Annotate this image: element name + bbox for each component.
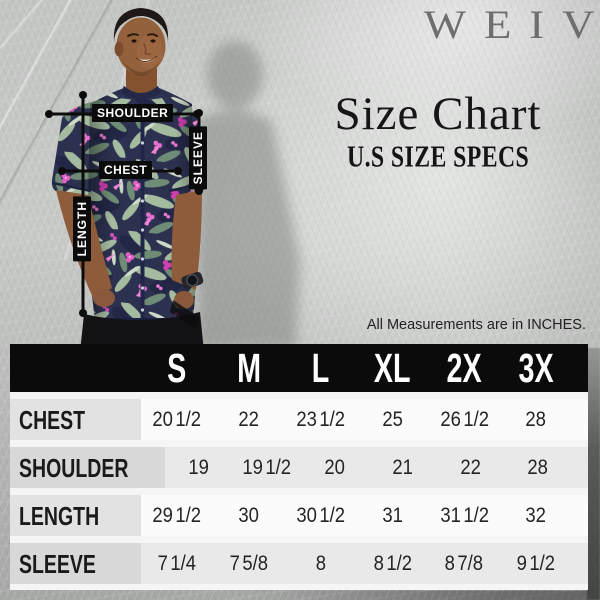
size-column-header-l: L — [285, 344, 357, 391]
table-cell: 21 — [368, 447, 436, 488]
wrist-watch — [181, 271, 204, 289]
table-row-length: LENGTH 29 1/2 30 30 1/2 31 31 1/2 32 — [10, 495, 588, 536]
table-cell: 26 1/2 — [428, 399, 500, 440]
right-edge-shadow — [587, 348, 600, 600]
page-subtitle: U.S SIZE SPECS — [292, 140, 584, 174]
table-cell: 8 7/8 — [428, 543, 500, 584]
cell-value: 22 — [459, 456, 481, 479]
size-table-header: S M L XL 2X 3X — [10, 344, 588, 392]
size-2x: 2X — [446, 344, 482, 391]
row-label-text: SHOULDER — [19, 452, 129, 483]
table-cell: 28 — [500, 399, 572, 440]
length-measure-tag: LENGTH — [73, 196, 91, 262]
table-cell: 23 1/2 — [285, 399, 357, 440]
table-cell: 22 — [213, 399, 285, 440]
cell-value: 7 5/8 — [229, 552, 268, 575]
cell-value: 28 — [527, 456, 549, 479]
size-table: S M L XL 2X 3X CHEST 20 1/2 22 23 1/2 25… — [10, 344, 588, 590]
table-cell: 20 1/2 — [141, 399, 213, 440]
cell-value: 19 — [188, 456, 210, 479]
cell-value: 28 — [525, 408, 547, 431]
size-column-header-xl: XL — [356, 344, 428, 391]
title-block: Size Chart U.S SIZE SPECS — [292, 88, 584, 174]
table-row-chest: CHEST 20 1/2 22 23 1/2 25 26 1/2 28 — [10, 399, 588, 440]
cell-value: 8 — [315, 552, 326, 575]
row-label: CHEST — [10, 399, 141, 440]
units-note: All Measurements are in INCHES. — [366, 317, 586, 333]
cell-value: 20 1/2 — [152, 408, 202, 431]
table-cell: 29 1/2 — [141, 495, 213, 536]
cell-value: 8 1/2 — [373, 552, 412, 575]
cell-value: 21 — [392, 456, 413, 479]
table-cell: 31 1/2 — [428, 495, 500, 536]
cell-value: 31 — [382, 504, 403, 527]
table-row-sleeve: SLEEVE 7 1/4 7 5/8 8 8 1/2 8 7/8 9 1/2 — [10, 543, 588, 584]
page-subtitle-text: U.S SIZE SPECS — [346, 140, 530, 174]
table-cell: 20 — [301, 447, 369, 488]
size-column-header-s: S — [141, 344, 213, 391]
cell-value: 30 1/2 — [296, 504, 345, 527]
table-cell: 22 — [436, 447, 504, 488]
cell-value: 30 — [238, 504, 260, 527]
cell-value: 25 — [382, 408, 403, 431]
cell-value: 31 1/2 — [439, 504, 489, 527]
size-column-header-2x: 2X — [428, 344, 500, 391]
row-label-text: SLEEVE — [19, 548, 96, 579]
size-column-header-3x: 3X — [500, 344, 572, 391]
shoulder-measure-tag: SHOULDER — [92, 104, 174, 122]
table-cell: 31 — [356, 495, 428, 536]
cell-value: 19 1/2 — [242, 456, 292, 479]
size-table-body: CHEST 20 1/2 22 23 1/2 25 26 1/2 28 SHOU… — [10, 392, 588, 590]
row-label: SHOULDER — [10, 447, 165, 488]
table-cell: 32 — [500, 495, 572, 536]
bottom-edge-shadow — [280, 591, 588, 600]
sleeve-measure-tag: SLEEVE — [189, 126, 207, 190]
size-m: M — [236, 344, 261, 391]
model-shadow — [196, 41, 300, 348]
floral-shirt — [51, 86, 207, 328]
chest-measure-tag: CHEST — [99, 161, 153, 179]
page-title: Size Chart — [334, 88, 542, 140]
cell-value: 22 — [238, 408, 260, 431]
table-row-shoulder: SHOULDER 19 19 1/2 20 21 22 28 — [10, 447, 588, 488]
cell-value: 7 1/4 — [157, 552, 197, 575]
cell-value: 23 1/2 — [296, 408, 345, 431]
table-cell: 8 1/2 — [356, 543, 428, 584]
cell-value: 9 1/2 — [516, 552, 556, 575]
cell-value: 20 — [324, 456, 345, 479]
table-cell: 9 1/2 — [500, 543, 572, 584]
table-cell: 25 — [356, 399, 428, 440]
model-figure — [51, 8, 207, 352]
size-3x: 3X — [518, 344, 554, 391]
table-cell: 7 1/4 — [141, 543, 213, 584]
cell-value: 29 1/2 — [152, 504, 202, 527]
brand-logo: WEIV — [423, 5, 596, 45]
size-column-header-m: M — [213, 344, 285, 391]
table-cell: 7 5/8 — [213, 543, 285, 584]
brand-text: WEIV — [423, 2, 600, 47]
cell-value: 8 7/8 — [444, 552, 484, 575]
table-cell: 28 — [504, 447, 572, 488]
table-cell: 8 — [285, 543, 357, 584]
table-cell: 30 — [213, 495, 285, 536]
size-xl: XL — [374, 344, 411, 391]
table-cell: 19 1/2 — [233, 447, 301, 488]
cell-value: 26 1/2 — [439, 408, 489, 431]
row-label-text: LENGTH — [19, 500, 100, 531]
size-l: L — [311, 344, 330, 391]
table-cell: 30 1/2 — [285, 495, 357, 536]
row-label-text: CHEST — [19, 404, 86, 435]
row-label: LENGTH — [10, 495, 141, 536]
cell-value: 32 — [525, 504, 547, 527]
table-cell: 19 — [165, 447, 233, 488]
row-label: SLEEVE — [10, 543, 141, 584]
size-s: S — [167, 344, 187, 391]
